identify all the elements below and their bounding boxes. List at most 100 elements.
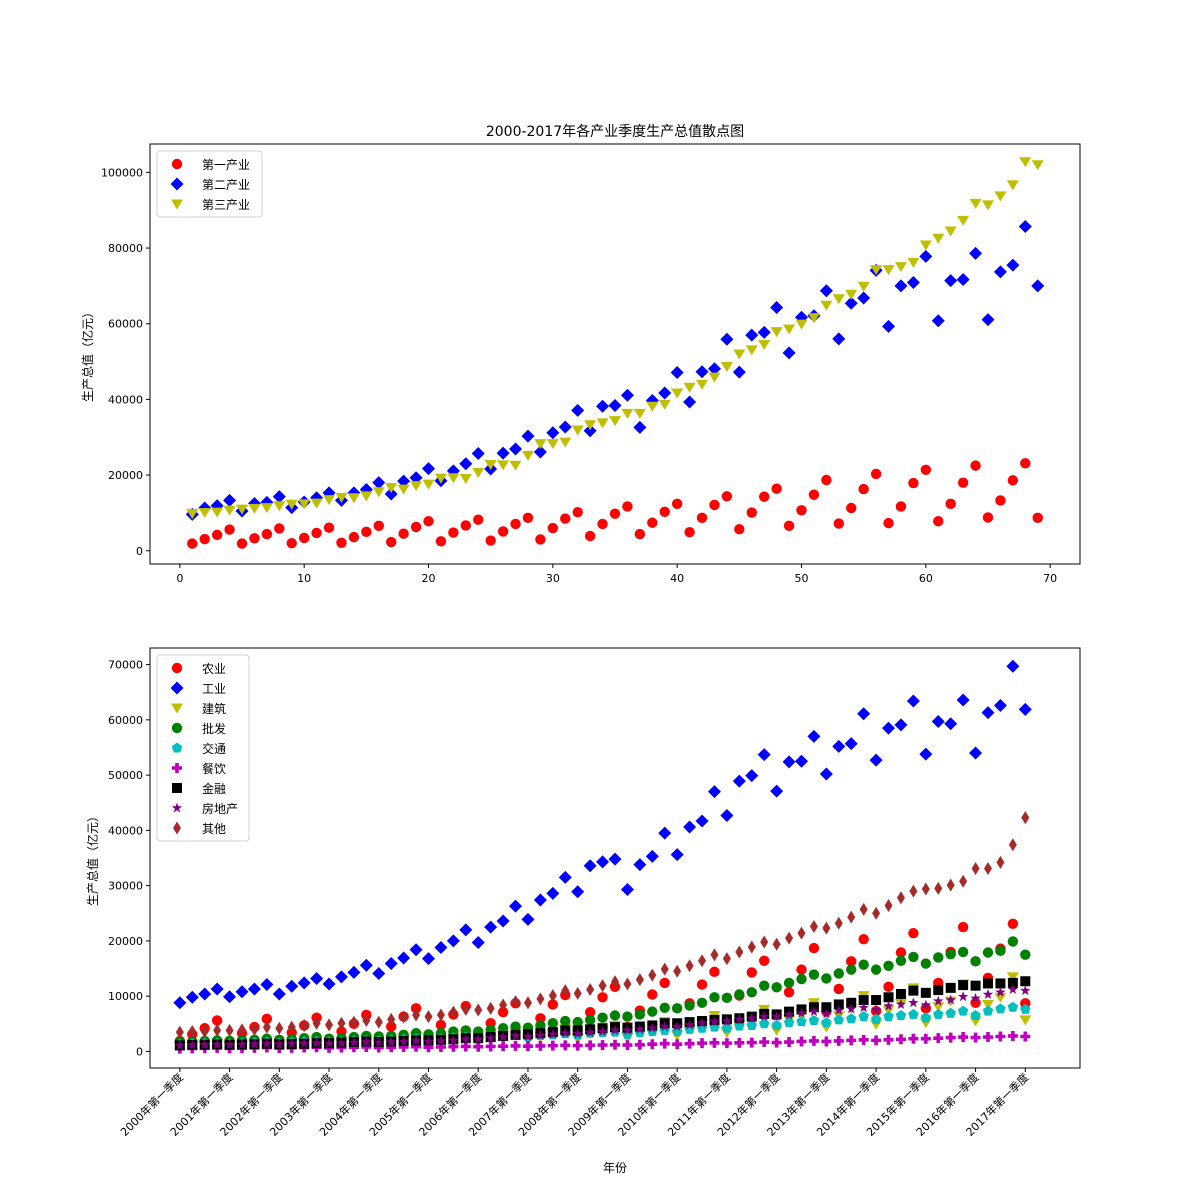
data-point-marker	[410, 521, 422, 533]
data-point-marker	[323, 522, 335, 533]
data-point-marker	[171, 722, 183, 734]
data-point-marker	[646, 401, 659, 412]
data-point-marker	[1007, 936, 1019, 947]
data-point-marker	[797, 926, 806, 940]
data-point-marker	[783, 987, 795, 998]
data-point-marker	[608, 852, 622, 866]
data-point-marker	[535, 1040, 546, 1051]
data-point-marker	[434, 941, 448, 955]
legend-label: 金融	[202, 781, 226, 796]
data-point-marker	[171, 158, 183, 170]
data-point-marker	[496, 914, 510, 928]
data-point-marker	[834, 916, 843, 930]
data-point-marker	[993, 698, 1007, 712]
data-point-marker	[870, 468, 882, 480]
data-point-marker	[982, 989, 994, 999]
data-point-marker	[883, 517, 894, 529]
data-point-marker	[360, 491, 373, 502]
data-point-marker	[586, 983, 595, 997]
data-point-marker	[1020, 1031, 1031, 1042]
data-point-marker	[298, 499, 311, 510]
data-point-marker	[672, 1039, 683, 1050]
data-point-marker	[958, 1032, 969, 1043]
data-point-marker	[608, 398, 622, 412]
data-point-marker	[920, 1012, 932, 1023]
data-point-marker	[709, 1037, 720, 1048]
data-point-marker	[685, 959, 694, 973]
data-point-marker	[931, 314, 945, 328]
data-point-marker	[684, 527, 695, 538]
data-point-marker	[348, 531, 360, 543]
data-point-marker	[709, 992, 720, 1003]
data-point-marker	[808, 1035, 819, 1046]
data-point-marker	[248, 503, 261, 514]
data-point-marker	[872, 906, 881, 920]
data-point-marker	[969, 746, 983, 760]
y-tick-label: 0	[136, 545, 143, 558]
data-point-marker	[497, 526, 509, 537]
data-point-marker	[187, 538, 198, 549]
data-point-marker	[782, 755, 796, 769]
data-point-marker	[422, 462, 436, 476]
data-point-marker	[620, 388, 634, 402]
legend-label: 工业	[202, 682, 226, 696]
data-point-marker	[275, 1021, 284, 1035]
data-point-marker	[199, 533, 210, 545]
x-tick-label: 50	[794, 572, 808, 585]
data-point-marker	[547, 522, 559, 534]
data-point-marker	[645, 849, 659, 863]
data-point-marker	[710, 948, 719, 962]
data-point-marker	[521, 912, 535, 926]
data-point-marker	[820, 300, 833, 311]
data-point-marker	[970, 956, 981, 967]
data-point-marker	[746, 507, 757, 518]
data-point-marker	[920, 987, 931, 998]
data-point-marker	[944, 226, 957, 237]
data-point-marker	[846, 964, 857, 975]
data-point-marker	[698, 954, 707, 968]
data-point-marker	[857, 281, 870, 292]
data-point-marker	[597, 1012, 608, 1023]
data-point-marker	[720, 361, 733, 372]
data-point-marker	[597, 992, 608, 1003]
data-point-marker	[796, 505, 807, 516]
y-tick-label: 30000	[108, 880, 143, 893]
data-point-marker	[994, 191, 1007, 202]
data-point-marker	[598, 979, 607, 993]
data-point-marker	[771, 1037, 782, 1048]
data-point-marker	[808, 1014, 820, 1025]
data-point-marker	[969, 198, 982, 209]
data-point-marker	[819, 767, 833, 781]
data-point-marker	[648, 968, 657, 982]
data-point-marker	[571, 403, 585, 417]
data-point-marker	[634, 1009, 646, 1020]
data-point-marker	[783, 977, 795, 989]
data-point-marker	[684, 1000, 695, 1011]
data-point-marker	[423, 516, 434, 527]
data-point-marker	[1007, 475, 1019, 486]
data-point-marker	[808, 942, 820, 954]
data-point-marker	[422, 952, 436, 966]
x-tick-label: 60	[919, 572, 933, 585]
data-point-marker	[647, 1006, 658, 1017]
data-point-marker	[995, 495, 1006, 506]
data-point-marker	[473, 1041, 484, 1052]
data-point-marker	[522, 512, 534, 524]
data-point-marker	[521, 429, 535, 443]
data-point-marker	[260, 978, 274, 992]
chart-title: 2000-2017年各产业季度生产总值散点图	[486, 124, 744, 140]
data-point-marker	[509, 899, 523, 913]
data-point-marker	[807, 313, 820, 324]
data-point-marker	[670, 366, 684, 380]
data-point-marker	[882, 721, 896, 735]
data-point-marker	[919, 240, 932, 251]
data-point-marker	[322, 977, 336, 991]
data-point-marker	[809, 920, 818, 934]
data-point-marker	[584, 1014, 596, 1026]
y-tick-label: 10000	[108, 990, 143, 1003]
data-point-marker	[235, 985, 249, 999]
data-point-marker	[745, 769, 759, 783]
data-point-marker	[683, 820, 697, 834]
data-point-marker	[908, 477, 919, 489]
data-point-marker	[993, 265, 1007, 279]
